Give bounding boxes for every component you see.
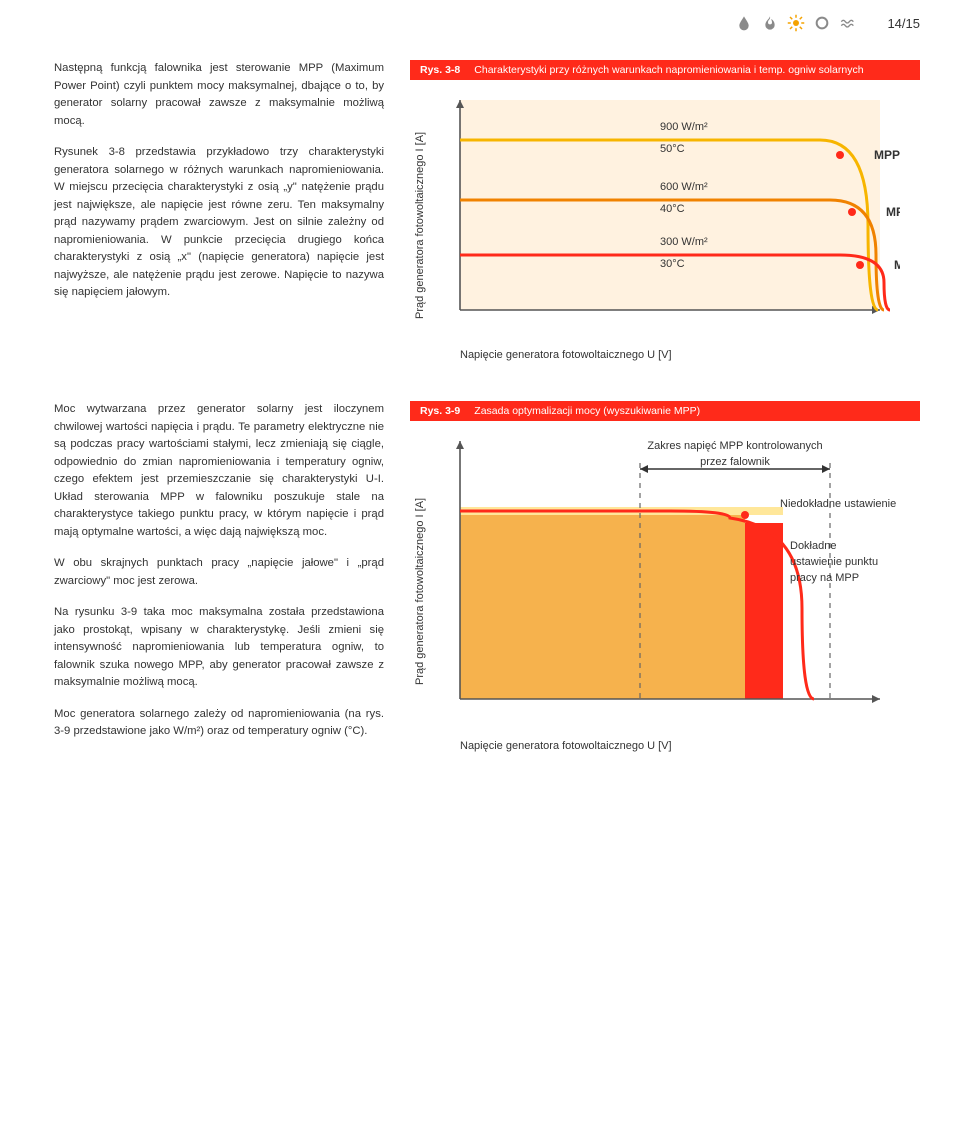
figure-3-8-caption: Rys. 3-8 Charakterystyki przy różnych wa… xyxy=(410,60,920,80)
svg-text:ustawienie punktu: ustawienie punktu xyxy=(790,556,878,568)
figure-3-9-chart: Prąd generatora fotowoltaicznego I [A] Z… xyxy=(410,421,920,758)
ring-icon xyxy=(813,14,831,32)
paragraph-1: Następną funkcją falownika jest sterowan… xyxy=(54,60,384,130)
figure-3-9: Rys. 3-9 Zasada optymalizacji mocy (wysz… xyxy=(410,401,920,758)
figure-3-9-xlabel: Napięcie generatora fotowoltaicznego U [… xyxy=(430,740,920,752)
svg-text:Niedokładne ustawienie MPP: Niedokładne ustawienie MPP xyxy=(780,498,900,510)
figure-no: Rys. 3-8 xyxy=(420,64,460,76)
svg-text:Dokładne: Dokładne xyxy=(790,540,836,552)
svg-text:pracy na MPP: pracy na MPP xyxy=(790,572,859,584)
chart-39-svg: Zakres napięć MPP kontrolowanych przez fa… xyxy=(430,431,900,731)
wave-icon xyxy=(839,14,857,32)
svg-text:MPP: MPP xyxy=(894,258,900,272)
figure-title: Charakterystyki przy różnych warunkach n… xyxy=(474,64,863,76)
figure-3-8-ylabel: Prąd generatora fotowoltaicznego I [A] xyxy=(410,90,430,361)
bottom-row: Moc wytwarzana przez generator solarny j… xyxy=(0,391,960,782)
svg-text:Zakres napięć MPP kontrolowany: Zakres napięć MPP kontrolowanych xyxy=(647,440,822,452)
svg-text:300 W/m²: 300 W/m² xyxy=(660,236,708,248)
page-number: 14/15 xyxy=(887,16,920,31)
figure-3-9-ylabel: Prąd generatora fotowoltaicznego I [A] xyxy=(410,431,430,752)
drop-icon xyxy=(735,14,753,32)
svg-text:900 W/m²: 900 W/m² xyxy=(660,121,708,133)
paragraph-3: Moc wytwarzana przez generator solarny j… xyxy=(54,401,384,541)
sun-icon xyxy=(787,14,805,32)
page-header: 14/15 xyxy=(0,0,960,32)
svg-text:600 W/m²: 600 W/m² xyxy=(660,181,708,193)
svg-text:przez falownik: przez falownik xyxy=(700,456,770,468)
flame-icon xyxy=(761,14,779,32)
svg-text:40°C: 40°C xyxy=(660,203,685,215)
paragraph-6: Moc generatora solarnego zależy od napro… xyxy=(54,706,384,741)
right-column-2: Rys. 3-9 Zasada optymalizacji mocy (wysz… xyxy=(410,401,920,782)
main-content: Następną funkcją falownika jest sterowan… xyxy=(0,32,960,391)
paragraph-5: Na rysunku 3-9 taka moc maksymalna zosta… xyxy=(54,604,384,692)
svg-text:30°C: 30°C xyxy=(660,258,685,270)
right-column: Rys. 3-8 Charakterystyki przy różnych wa… xyxy=(410,60,920,391)
figure-3-8-chart: Prąd generatora fotowoltaicznego I [A] M… xyxy=(410,80,920,367)
chart-38-svg: MPP 900 W/m² 50°C MPP 600 W/m² 40°C MPP 300 W/m… xyxy=(430,90,900,340)
left-column: Następną funkcją falownika jest sterowan… xyxy=(54,60,384,391)
figure-no: Rys. 3-9 xyxy=(420,405,460,417)
paragraph-4: W obu skrajnych punktach pracy „napięcie… xyxy=(54,555,384,590)
header-icon-row xyxy=(735,14,857,32)
svg-text:MPP: MPP xyxy=(886,205,900,219)
figure-3-9-caption: Rys. 3-9 Zasada optymalizacji mocy (wysz… xyxy=(410,401,920,421)
svg-text:MPP: MPP xyxy=(874,148,900,162)
paragraph-2: Rysunek 3-8 przedstawia przykładowo trzy… xyxy=(54,144,384,302)
left-column-2: Moc wytwarzana przez generator solarny j… xyxy=(54,401,384,782)
figure-title: Zasada optymalizacji mocy (wyszukiwanie … xyxy=(474,405,700,417)
figure-3-8: Rys. 3-8 Charakterystyki przy różnych wa… xyxy=(410,60,920,367)
figure-3-8-xlabel: Napięcie generatora fotowoltaicznego U [… xyxy=(430,349,920,361)
svg-text:50°C: 50°C xyxy=(660,143,685,155)
